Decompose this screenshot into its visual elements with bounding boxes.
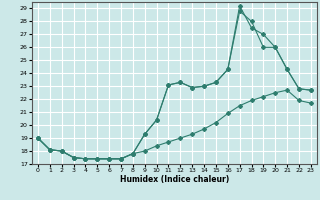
X-axis label: Humidex (Indice chaleur): Humidex (Indice chaleur) bbox=[120, 175, 229, 184]
